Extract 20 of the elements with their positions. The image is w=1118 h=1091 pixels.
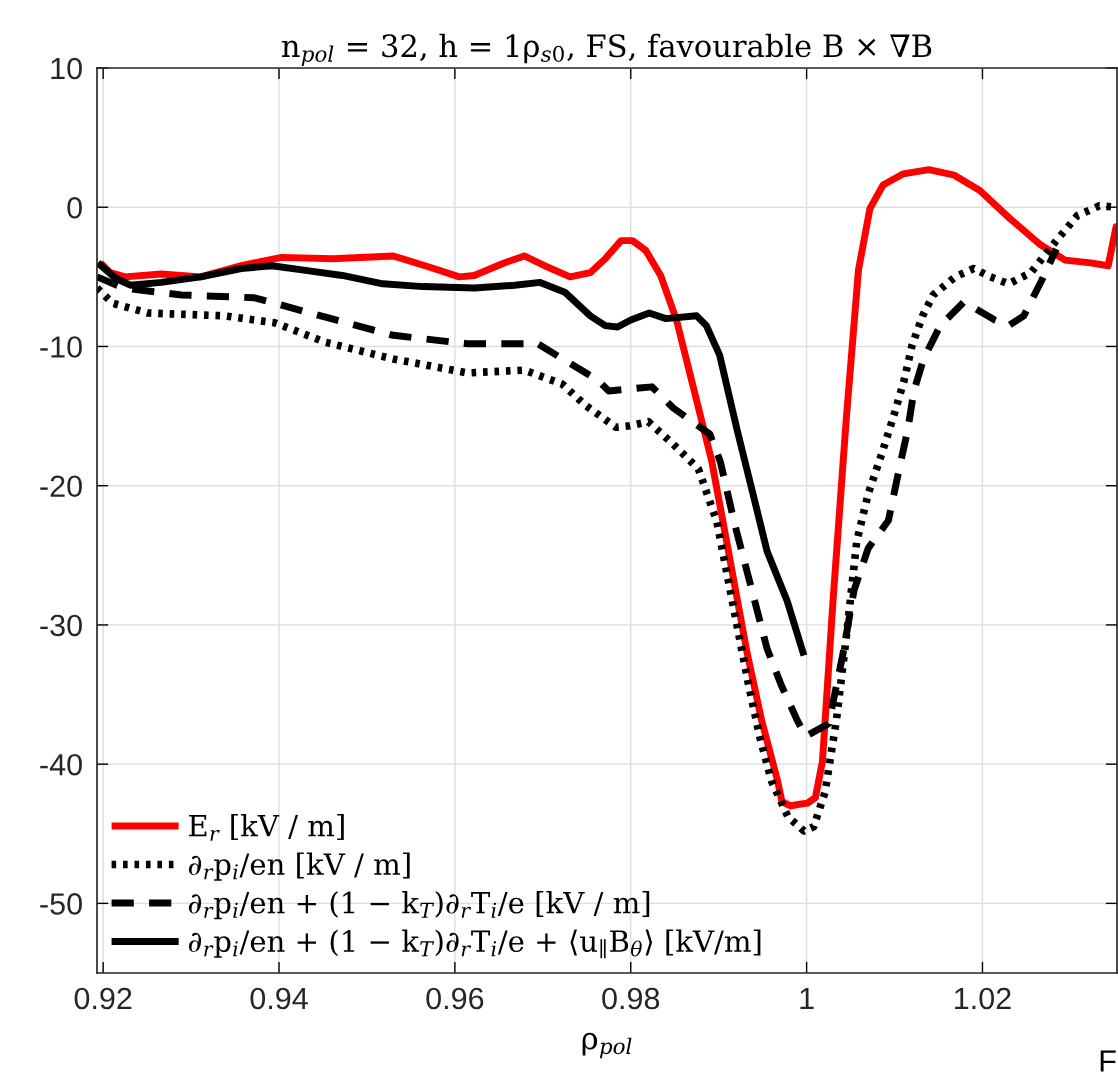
text: ∂$_{r}$p$_{i}$/en + (1 − k$_{T}$)∂$_{r}$T$_{i}$/e + ⟨u$_{∥}$B$_{θ}$⟩ [kV/m]: [188, 929, 761, 959]
chart-title: n$_{pol}$ = 32, h = 1ρ$_{s0}$, FS, favourable B × ∇B: [281, 33, 932, 67]
y-tick-label: -50: [40, 893, 82, 915]
y-tick-label: -20: [40, 475, 82, 498]
y-tick-label: 0: [67, 196, 82, 219]
x-tick-label: 0.98: [602, 987, 660, 1010]
text: ∂$_{r}$p$_{i}$/en + (1 − k$_{T}$)∂$_{r}$T$_{i}$/e [kV / m]: [188, 891, 650, 920]
y-tick-label: 10: [51, 57, 82, 80]
x-tick-label: 0.94: [250, 987, 308, 1010]
x-tick-label: 1: [800, 988, 814, 1010]
y-tick-label: -10: [40, 336, 82, 358]
text: F: [1100, 1050, 1116, 1072]
x-axis-title: ρ$_{pol}$: [582, 1032, 632, 1059]
y-tick-label: -30: [40, 614, 82, 637]
x-tick-label: 0.92: [74, 987, 132, 1010]
y-tick-label: -40: [40, 753, 82, 776]
legend-label: ∂$_{r}$p$_{i}$/en [kV / m]: [188, 852, 410, 881]
legend-label: E$_{r}$ [kV / m]: [189, 814, 344, 841]
x-tick-label: 1.02: [955, 987, 1011, 1010]
x-tick-label: 0.96: [426, 987, 484, 1010]
